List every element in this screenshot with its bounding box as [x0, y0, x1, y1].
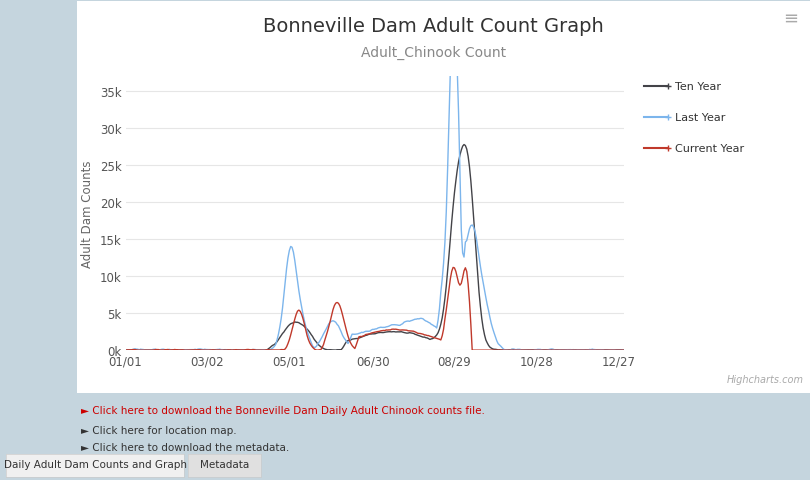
Text: ► Click here for location map.: ► Click here for location map. [81, 425, 237, 435]
Text: Highcharts.com: Highcharts.com [727, 374, 804, 384]
Text: Ten Year: Ten Year [675, 82, 721, 91]
Text: Adult_Chinook Count: Adult_Chinook Count [360, 46, 506, 60]
Text: Last Year: Last Year [675, 113, 725, 122]
Text: Bonneville Dam Adult Count Graph: Bonneville Dam Adult Count Graph [263, 17, 603, 36]
Text: Metadata: Metadata [200, 459, 249, 469]
Text: ≡: ≡ [782, 10, 798, 27]
Text: Current Year: Current Year [675, 144, 744, 154]
Text: ► Click here to download the metadata.: ► Click here to download the metadata. [81, 443, 289, 453]
Y-axis label: Adult Dam Counts: Adult Dam Counts [81, 160, 94, 267]
Text: Daily Adult Dam Counts and Graph: Daily Adult Dam Counts and Graph [4, 459, 187, 469]
Text: ► Click here to download the Bonneville Dam Daily Adult Chinook counts file.: ► Click here to download the Bonneville … [81, 406, 485, 416]
